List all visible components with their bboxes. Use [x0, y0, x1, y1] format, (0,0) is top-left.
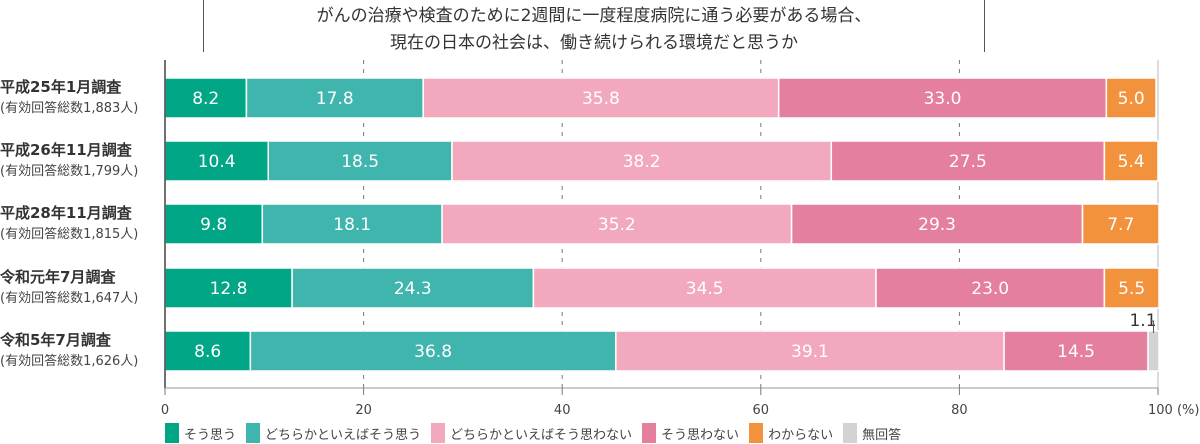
tick-label: 40 — [554, 403, 571, 418]
data-label: 38.2 — [623, 152, 661, 172]
row-label: 平成26年11月調査 (有効回答総数1,799人) — [0, 139, 160, 179]
legend-swatch — [843, 423, 858, 443]
legend-swatch — [431, 423, 446, 443]
data-label: 34.5 — [686, 279, 724, 299]
legend-item: わからない — [749, 423, 833, 443]
data-label: 7.7 — [1107, 215, 1134, 235]
data-label: 8.6 — [194, 342, 221, 362]
legend-item: どちらかといえばそう思う — [246, 423, 421, 443]
tick-label: 100 (%) — [1148, 403, 1199, 418]
respondent-count: (有効回答総数1,815人) — [0, 227, 139, 242]
bar-segment — [1105, 77, 1157, 119]
legend-label: どちらかといえばそう思う — [265, 427, 422, 443]
legend-item: そう思う — [165, 423, 236, 443]
bar-segment — [1103, 140, 1159, 182]
row-label: 平成25年1月調査 (有効回答総数1,883人) — [0, 76, 160, 116]
data-label: 23.0 — [971, 279, 1009, 299]
bar-segment — [441, 203, 793, 245]
data-label: 5.4 — [1118, 152, 1145, 172]
legend-swatch — [749, 423, 764, 443]
data-label: 39.1 — [791, 342, 829, 362]
bar-segment — [1147, 330, 1160, 372]
legend-item: そう思わない — [642, 423, 739, 443]
legend-swatch — [165, 423, 179, 443]
bar-segment — [830, 140, 1106, 182]
respondent-count: (有効回答総数1,799人) — [0, 164, 139, 179]
data-label: 9.8 — [200, 215, 227, 235]
legend-label: そう思う — [184, 427, 237, 443]
data-label: 17.8 — [316, 89, 354, 109]
bar-segment — [875, 267, 1106, 309]
respondent-count: (有効回答総数1,626人) — [0, 354, 139, 369]
bar-segment — [790, 203, 1084, 245]
data-label: 27.5 — [949, 152, 987, 172]
data-label: 14.5 — [1057, 342, 1095, 362]
bar-segment — [1081, 203, 1160, 245]
row-label: 令和5年7月調査 (有効回答総数1,626人) — [0, 329, 160, 369]
survey-label: 令和5年7月調査 — [0, 331, 111, 349]
bar-segment — [615, 330, 1005, 372]
title-line-2: 現在の日本の社会は、働き続けられる環境だと思うか — [390, 33, 798, 53]
legend-label: わからない — [768, 427, 834, 443]
data-label: 10.4 — [198, 152, 236, 172]
tick-label: 80 — [951, 403, 968, 418]
legend-label: 無回答 — [862, 427, 902, 443]
data-label: 5.0 — [1118, 89, 1145, 109]
bar-segment — [777, 77, 1108, 119]
tick-label: 0 — [161, 403, 169, 418]
legend-item: 無回答 — [843, 423, 901, 443]
survey-label: 平成26年11月調査 — [0, 141, 132, 159]
legend-swatch — [642, 423, 657, 443]
legend: そう思う どちらかといえばそう思う どちらかといえばそう思わない そう思わない わからな… — [165, 423, 901, 443]
data-label: 33.0 — [924, 89, 962, 109]
data-label: 1.1 — [1129, 311, 1156, 331]
bar-segment — [1103, 267, 1160, 309]
survey-label: 令和元年7月調査 — [0, 268, 116, 286]
data-label: 35.2 — [598, 215, 636, 235]
data-label: 29.3 — [918, 215, 956, 235]
bar-segment — [267, 140, 453, 182]
bar-segment — [451, 140, 833, 182]
legend-label: そう思わない — [661, 427, 740, 443]
bar-segment — [164, 267, 293, 309]
bar-segment — [1003, 330, 1149, 372]
chart-title: がんの治療や検査のために2週間に一度程度病院に通う必要がある場合、 現在の日本の… — [203, 0, 985, 53]
bar-segment — [291, 267, 535, 309]
survey-label: 平成25年1月調査 — [0, 78, 122, 96]
row-label: 平成28年11月調査 (有効回答総数1,815人) — [0, 202, 160, 242]
data-label: 18.5 — [341, 152, 379, 172]
tick-label: 60 — [753, 403, 770, 418]
respondent-count: (有効回答総数1,647人) — [0, 291, 139, 306]
data-label: 24.3 — [394, 279, 432, 299]
bar-segment — [249, 330, 617, 372]
survey-label: 平成28年11月調査 — [0, 204, 132, 222]
legend-item: どちらかといえばそう思わない — [431, 423, 632, 443]
tick-label: 20 — [355, 403, 372, 418]
data-label: 36.8 — [414, 342, 452, 362]
bar-segment — [164, 330, 252, 372]
legend-swatch — [246, 423, 261, 443]
legend-label: どちらかといえばそう思わない — [450, 427, 633, 443]
data-label: 18.1 — [333, 215, 371, 235]
title-line-1: がんの治療や検査のために2週間に一度程度病院に通う必要がある場合、 — [316, 6, 872, 26]
label-leader — [1150, 320, 1155, 333]
row-label: 令和元年7月調査 (有効回答総数1,647人) — [0, 266, 160, 306]
data-label: 5.5 — [1118, 279, 1145, 299]
data-label: 35.8 — [582, 89, 620, 109]
data-label: 12.8 — [210, 279, 248, 299]
data-label: 8.2 — [192, 89, 219, 109]
respondent-count: (有効回答総数1,883人) — [0, 101, 139, 116]
